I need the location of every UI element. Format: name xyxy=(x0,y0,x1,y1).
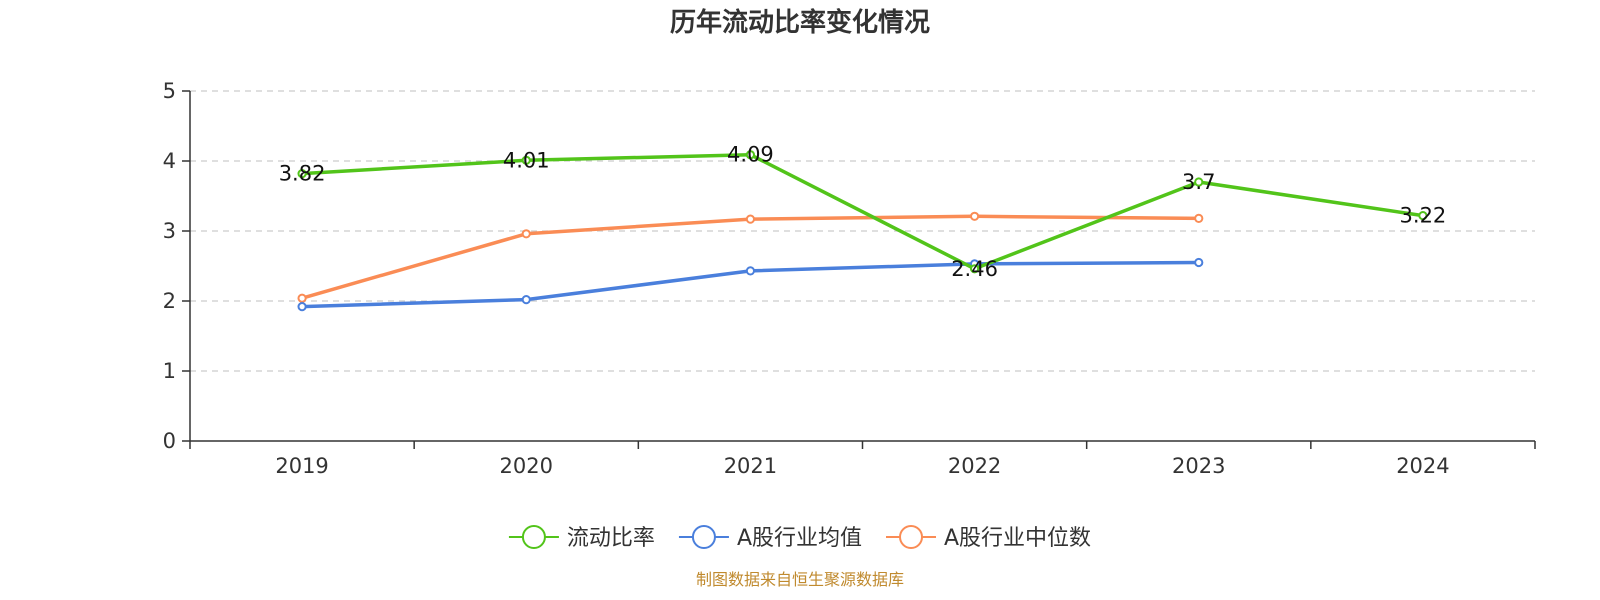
series-point[interactable] xyxy=(1194,213,1204,223)
series-point[interactable] xyxy=(297,302,307,312)
legend-label: 流动比率 xyxy=(567,526,655,551)
series-point[interactable] xyxy=(521,295,531,305)
x-tick-label: 2022 xyxy=(948,454,1001,478)
x-tick-label: 2019 xyxy=(275,454,328,478)
series-line-0 xyxy=(301,152,1424,271)
legend[interactable]: 流动比率 A股行业均值 A股行业中位数 xyxy=(508,525,1091,551)
legend-item-0[interactable]: 流动比率 xyxy=(508,525,655,551)
grid-lines xyxy=(190,90,1535,372)
legend-item-2[interactable]: A股行业中位数 xyxy=(886,525,1091,551)
x-tick-label: 2020 xyxy=(500,454,553,478)
y-tick-label: 5 xyxy=(163,79,176,103)
series-point[interactable] xyxy=(969,264,980,274)
series-point[interactable] xyxy=(521,155,531,165)
axes: 0 1 2 3 4 5 2019 2020 2021 2022 2023 2024 xyxy=(163,79,1536,478)
data-label: 3.7 xyxy=(1182,170,1215,194)
series-point[interactable] xyxy=(1194,257,1204,268)
series-point[interactable] xyxy=(1194,177,1204,187)
series-group xyxy=(297,150,1428,312)
series-point[interactable] xyxy=(745,266,756,276)
x-tick-label: 2023 xyxy=(1172,454,1225,478)
source-note: 制图数据来自恒生聚源数据库 xyxy=(696,570,904,589)
data-label: 3.22 xyxy=(1400,204,1447,228)
data-label: 3.82 xyxy=(279,162,326,186)
series-line-2 xyxy=(301,214,1199,300)
series-point[interactable] xyxy=(521,229,531,239)
series-point[interactable] xyxy=(745,214,756,224)
y-tick-label: 0 xyxy=(163,429,176,453)
series-point[interactable] xyxy=(969,211,980,221)
y-tick-label: 2 xyxy=(163,289,176,313)
data-label: 4.01 xyxy=(503,148,550,172)
series-point[interactable] xyxy=(745,150,756,160)
y-tick-label: 1 xyxy=(163,359,176,383)
x-tick-label: 2024 xyxy=(1396,454,1449,478)
chart-title: 历年流动比率变化情况 xyxy=(670,7,930,38)
legend-label: A股行业中位数 xyxy=(944,526,1091,551)
data-label: 2.46 xyxy=(951,257,998,281)
data-labels: 3.82 4.01 4.09 2.46 3.7 3.22 xyxy=(279,143,1447,281)
legend-label: A股行业均值 xyxy=(737,526,862,551)
legend-marker xyxy=(899,525,924,549)
legend-item-1[interactable]: A股行业均值 xyxy=(678,525,862,551)
data-label: 4.09 xyxy=(727,143,774,167)
series-point[interactable] xyxy=(1418,211,1428,221)
y-tick-label: 3 xyxy=(163,219,176,243)
legend-marker xyxy=(691,525,716,549)
y-tick-label: 4 xyxy=(163,149,176,173)
series-point[interactable] xyxy=(297,169,307,179)
x-tick-label: 2021 xyxy=(724,454,777,478)
legend-marker xyxy=(521,525,546,549)
series-point[interactable] xyxy=(297,293,307,303)
